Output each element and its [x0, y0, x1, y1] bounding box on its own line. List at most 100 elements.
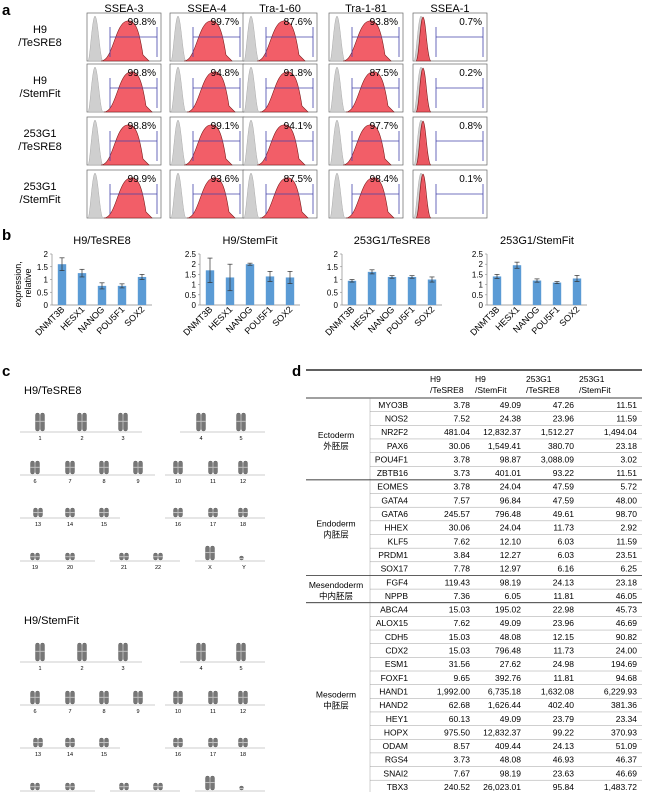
bar: [552, 282, 562, 305]
table-cell: 3.02: [620, 454, 637, 464]
column-header: 253G1: [579, 374, 605, 384]
gene-name: ODAM: [383, 741, 409, 751]
stained-histogram: [415, 120, 432, 166]
table-cell: 22.98: [553, 605, 575, 615]
table-cell: 3,088.09: [541, 454, 574, 464]
stained-histogram: [345, 71, 395, 113]
table-cell: 1,632.08: [541, 686, 574, 696]
column-header: 253G1: [526, 374, 552, 384]
table-cell: 30.06: [449, 441, 471, 451]
chromosome: [138, 460, 143, 475]
positive-percentage: 91.8%: [284, 68, 312, 79]
table-cell: 401.01: [495, 468, 521, 478]
table-cell: 99.22: [553, 727, 575, 737]
table-cell: 47.59: [553, 482, 575, 492]
table-cell: 7.62: [453, 618, 470, 628]
table-cell: 48.00: [616, 495, 638, 505]
table-cell: 3.78: [453, 454, 470, 464]
table-cell: 6.25: [620, 564, 637, 574]
chromosome-label: 10: [175, 709, 181, 715]
table-cell: 15.03: [449, 646, 471, 656]
gene-name: ZBTB16: [377, 468, 408, 478]
table-cell: 7.52: [453, 413, 470, 423]
table-cell: 2.92: [620, 523, 637, 533]
y-tick-label: 1.5: [185, 270, 197, 279]
bar: [347, 280, 357, 305]
chromosome-label: 6: [33, 479, 36, 485]
table-cell: 26,023.01: [483, 782, 521, 792]
table-cell: 60.13: [449, 714, 471, 724]
chromosome: [77, 412, 82, 432]
table-cell: 796.48: [495, 509, 521, 519]
table-cell: 23.18: [616, 577, 638, 587]
table-cell: 392.76: [495, 673, 521, 683]
germ-layer-label: 中内胚层: [319, 591, 353, 601]
table-cell: 12,832.37: [483, 427, 521, 437]
chromosome: [205, 545, 210, 561]
gene-name: NPPB: [385, 591, 408, 601]
bar: [492, 276, 502, 305]
table-cell: 6,735.18: [488, 686, 521, 696]
y-tick-label: 0: [334, 301, 339, 310]
gene-name: POU4F1: [375, 454, 408, 464]
panel-letter-a: a: [2, 2, 11, 19]
sample-label: H9/TeSRE8: [18, 24, 61, 49]
y-tick-label: 2: [479, 260, 484, 269]
panel-letter-d: d: [292, 363, 301, 380]
y-axis-label: expression, relative: [13, 259, 33, 308]
germ-layer-label: Ectoderm: [318, 430, 354, 440]
germ-layer-label: Mesoderm: [316, 689, 356, 699]
marker-header: SSEA-3: [104, 3, 143, 15]
gene-name: PAX6: [387, 441, 408, 451]
table-cell: 46.69: [616, 768, 638, 778]
chromosome: [243, 460, 248, 475]
gene-name: MYO3B: [378, 400, 408, 410]
table-cell: 409.44: [495, 741, 521, 751]
positive-percentage: 87.6%: [284, 17, 312, 28]
karyotype-title: H9/TeSRE8: [24, 385, 81, 397]
bar: [57, 264, 67, 305]
positive-percentage: 93.6%: [211, 174, 239, 185]
table-cell: 48.08: [500, 755, 522, 765]
y-tick-label: 1: [334, 276, 339, 285]
table-cell: 45.73: [616, 605, 638, 615]
table-cell: 796.48: [495, 646, 521, 656]
positive-percentage: 0.2%: [459, 68, 482, 79]
chromosome: [30, 460, 35, 475]
y-tick-label: 1: [44, 276, 49, 285]
column-header: /TeSRE8: [526, 385, 560, 395]
table-cell: 7.62: [453, 536, 470, 546]
chart-title: H9/StemFit: [222, 235, 277, 247]
control-histogram: [87, 172, 104, 219]
stained-histogram: [345, 177, 395, 219]
chromosome: [178, 460, 183, 475]
gene-name: HAND1: [379, 686, 408, 696]
table-cell: 98.70: [616, 509, 638, 519]
bar: [572, 278, 582, 305]
chromosome-label: 16: [175, 522, 181, 528]
stained-histogram: [259, 71, 309, 113]
panel-letter-b: b: [2, 228, 11, 244]
y-tick-label: 2: [192, 260, 197, 269]
table-cell: 8.57: [453, 741, 470, 751]
column-header: /StemFit: [579, 385, 611, 395]
gene-name: PRDM1: [378, 550, 408, 560]
stained-histogram: [186, 71, 236, 113]
positive-percentage: 0.7%: [459, 17, 482, 28]
positive-percentage: 0.8%: [459, 121, 482, 132]
table-cell: 98.19: [500, 577, 522, 587]
table-cell: 98.87: [500, 454, 522, 464]
chromosome-label: 17: [210, 752, 216, 758]
table-cell: 370.93: [611, 727, 637, 737]
chromosome: [104, 460, 109, 475]
stained-histogram: [103, 71, 153, 113]
flow-histogram-grid: SSEA-3 SSEA-4 Tra-1-60 Tra-1-81 SSEA-1 H9/TeS…: [18, 3, 488, 219]
chromosome-label: 11: [210, 709, 216, 715]
chromosome: [236, 412, 241, 432]
chromosome-label: 2: [80, 666, 83, 672]
positive-percentage: 99.8%: [128, 68, 156, 79]
chromosome-label: 21: [121, 565, 127, 571]
chromosome: [133, 460, 138, 475]
chromosome: [239, 555, 244, 561]
gene-name: NR2F2: [381, 427, 408, 437]
